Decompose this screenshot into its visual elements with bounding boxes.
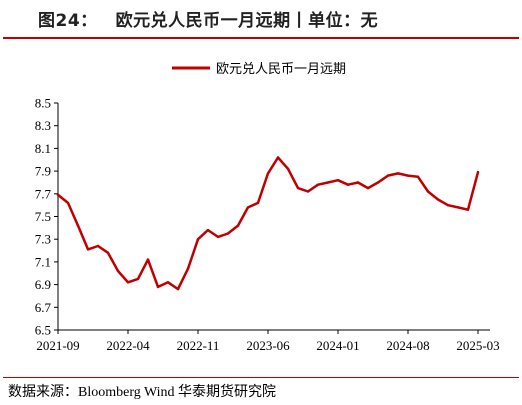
data-point	[446, 204, 450, 207]
data-point	[56, 193, 60, 197]
data-point	[276, 156, 280, 159]
data-point	[156, 285, 160, 289]
y-tick-label: 6.7	[35, 300, 52, 315]
data-point	[96, 244, 100, 248]
x-tick-label: 2024-08	[386, 338, 429, 353]
data-point	[66, 201, 70, 205]
data-point	[326, 181, 330, 184]
plot-area	[56, 156, 480, 291]
figure-title-text: 欧元兑人民币一月远期丨单位：无	[115, 11, 379, 31]
figure-number: 图24：	[38, 11, 98, 31]
data-point	[266, 172, 270, 175]
y-tick-label: 6.5	[35, 323, 51, 338]
source-note: 数据来源：Bloomberg Wind 华泰期货研究院	[8, 385, 277, 400]
y-tick-label: 7.1	[35, 254, 51, 269]
y-tick-label: 7.3	[35, 232, 51, 247]
data-point	[286, 167, 290, 170]
data-point	[316, 183, 320, 186]
data-point	[226, 232, 230, 235]
data-point	[176, 287, 180, 291]
data-point	[436, 198, 440, 201]
data-point	[146, 258, 150, 261]
data-point	[336, 179, 340, 182]
data-point	[256, 201, 260, 205]
data-point	[376, 181, 380, 184]
data-point	[426, 190, 430, 193]
y-tick-label: 8.1	[35, 141, 51, 156]
data-point	[406, 174, 410, 177]
data-point	[106, 251, 110, 254]
y-axis: 8.5 8.3 8.1 7.9 7.7 7.5 7.3 7.1 6.9 6.7 6.5	[35, 96, 59, 338]
x-tick-label: 2023-06	[246, 338, 290, 353]
data-point	[296, 186, 300, 190]
y-tick-label: 7.7	[35, 186, 52, 201]
figure-title: 图24： 欧元兑人民币一月远期丨单位：无	[38, 6, 378, 31]
x-tick-label: 2021-09	[36, 338, 79, 353]
data-point	[206, 228, 210, 232]
data-point	[306, 190, 310, 193]
legend-label: 欧元兑人民币一月远期	[216, 61, 346, 76]
header-rule	[3, 37, 519, 39]
data-point	[356, 181, 360, 184]
data-point	[196, 238, 200, 241]
data-point	[366, 186, 370, 190]
data-point	[216, 235, 220, 239]
y-tick-label: 6.9	[35, 277, 51, 292]
data-point	[466, 208, 470, 211]
data-point	[126, 281, 130, 284]
x-tick-label: 2022-04	[106, 338, 150, 353]
y-tick-label: 8.5	[35, 96, 51, 111]
data-point	[476, 171, 480, 174]
data-point	[456, 206, 460, 209]
y-tick-label: 7.9	[35, 164, 51, 179]
x-tick-label: 2022-11	[177, 338, 220, 353]
data-point	[76, 224, 80, 227]
footer-rule	[3, 377, 519, 378]
legend: 欧元兑人民币一月远期	[172, 61, 346, 76]
series-line	[56, 156, 480, 291]
data-point	[136, 277, 140, 281]
data-point	[186, 267, 190, 270]
y-tick-label: 8.3	[35, 118, 51, 133]
data-point	[386, 174, 390, 177]
x-tick-label: 2025-03	[456, 338, 499, 353]
data-point	[396, 172, 400, 175]
x-tick-label: 2024-01	[316, 338, 359, 353]
data-point	[86, 248, 90, 251]
data-point	[346, 183, 350, 186]
data-point	[116, 269, 120, 273]
data-point	[236, 224, 240, 227]
x-axis: 2021-09 2022-04 2022-11 2023-06 2024-01 2024-…	[36, 329, 500, 353]
data-point	[166, 281, 170, 284]
data-point	[416, 175, 420, 178]
data-point	[246, 206, 250, 209]
y-tick-label: 7.5	[35, 209, 51, 224]
